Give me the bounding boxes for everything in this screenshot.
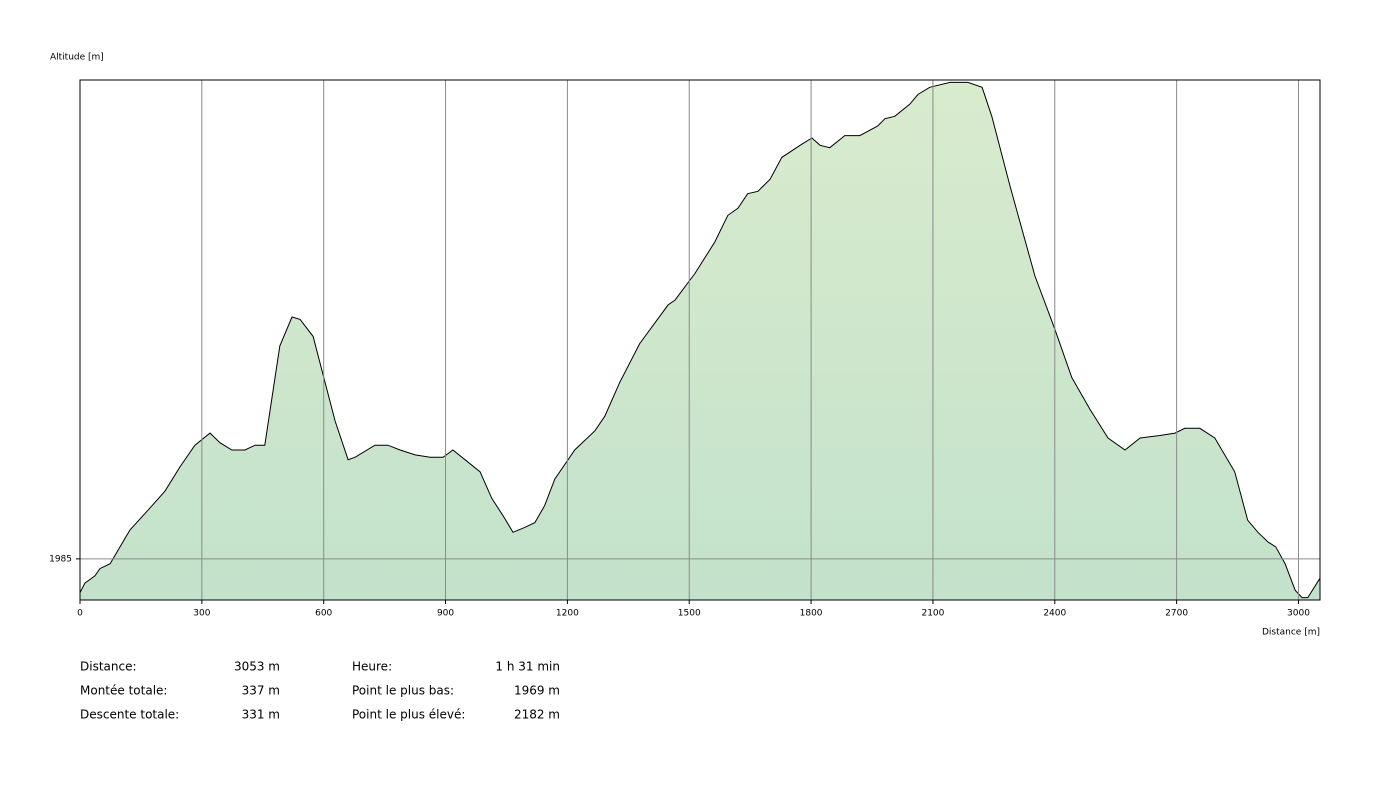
area-fill	[80, 82, 1320, 600]
stat-label: Point le plus bas:	[352, 684, 454, 698]
y-axis-label: Altitude [m]	[50, 53, 104, 63]
plot-border	[79, 79, 1321, 601]
x-tick-label: 300	[193, 609, 210, 619]
x-tick-label: 900	[437, 609, 454, 619]
stat-label: Descente totale:	[80, 708, 179, 722]
stat-value: 1 h 31 min	[495, 660, 560, 674]
stat-label: Point le plus élevé:	[352, 708, 465, 722]
stat-value: 1969 m	[514, 684, 560, 698]
x-tick-label: 3000	[1287, 609, 1310, 619]
stat-label: Montée totale:	[80, 684, 167, 698]
x-tick-label: 1200	[556, 609, 579, 619]
x-tick-label: 1800	[800, 609, 823, 619]
stat-value: 331 m	[242, 708, 280, 722]
stat-value: 337 m	[242, 684, 280, 698]
stat-value: 3053 m	[234, 660, 280, 674]
x-tick-label: 1500	[678, 609, 701, 619]
x-tick-label: 0	[77, 609, 83, 619]
x-tick-label: 2700	[1165, 609, 1188, 619]
x-tick-label: 2100	[921, 609, 944, 619]
y-tick-label: 1985	[49, 554, 72, 564]
x-tick-label: 2400	[1043, 609, 1066, 619]
stat-label: Heure:	[352, 660, 392, 674]
profile-line	[79, 81, 1321, 599]
stat-value: 2182 m	[514, 708, 560, 722]
x-tick-label: 600	[315, 609, 332, 619]
x-axis-label: Distance [m]	[1262, 628, 1320, 638]
stat-label: Distance:	[80, 660, 137, 674]
